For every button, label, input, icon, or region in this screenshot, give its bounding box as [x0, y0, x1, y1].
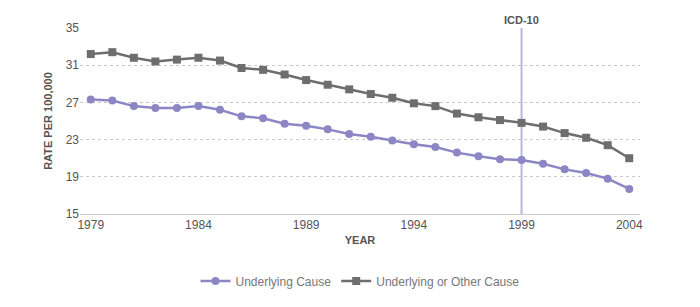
svg-text:2004: 2004: [616, 218, 643, 232]
svg-text:YEAR: YEAR: [345, 234, 376, 246]
svg-text:31: 31: [66, 58, 80, 72]
svg-text:35: 35: [66, 21, 80, 35]
svg-text:23: 23: [66, 133, 80, 147]
svg-text:1999: 1999: [508, 218, 535, 232]
svg-text:1994: 1994: [400, 218, 427, 232]
svg-text:1989: 1989: [293, 218, 320, 232]
svg-text:RATE PER 100,000: RATE PER 100,000: [42, 72, 54, 170]
svg-text:ICD-10: ICD-10: [504, 14, 539, 26]
svg-text:Underlying or Other Cause: Underlying or Other Cause: [376, 275, 519, 289]
svg-text:1979: 1979: [77, 218, 104, 232]
svg-text:19: 19: [66, 170, 80, 184]
svg-text:27: 27: [66, 96, 80, 110]
svg-text:1984: 1984: [185, 218, 212, 232]
svg-text:Underlying Cause: Underlying Cause: [236, 275, 332, 289]
svg-text:15: 15: [66, 207, 80, 221]
